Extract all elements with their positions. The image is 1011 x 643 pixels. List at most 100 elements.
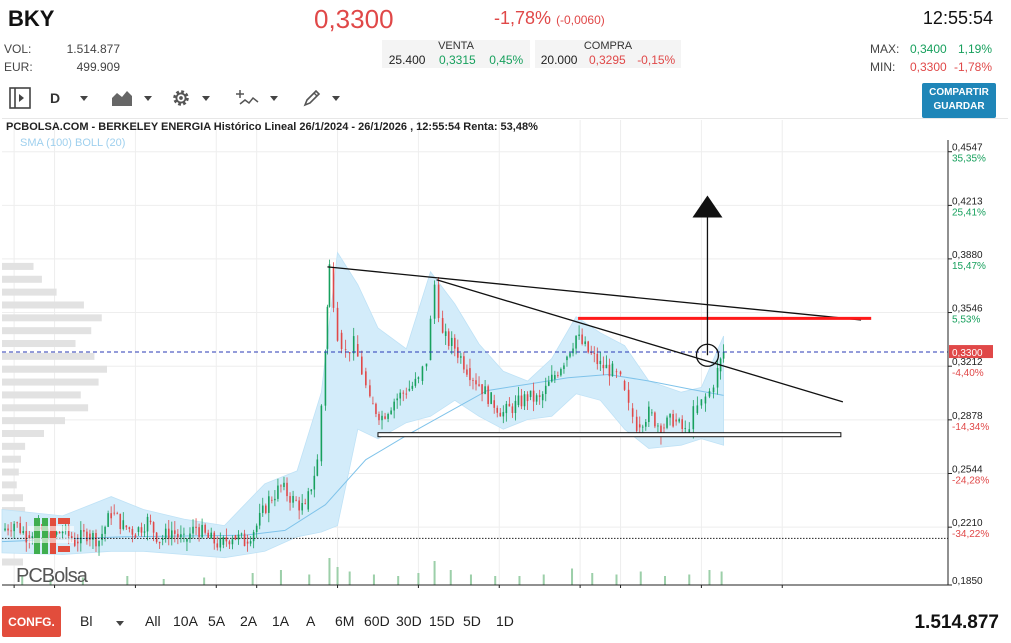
volume-bar [469,574,472,585]
indicators-select[interactable] [236,84,278,112]
candle-body [249,541,252,544]
volume-bar [126,576,129,585]
candle-body [569,353,571,357]
candle-body [421,366,424,381]
candle-body [365,371,367,386]
candle-body [523,394,526,407]
volume-bar [494,576,497,585]
candle-body [704,396,707,404]
volume-profile-bar [2,417,65,425]
candle-body [61,531,64,534]
candle-body [320,405,323,462]
candle-body [672,413,674,427]
candle-body [180,534,182,538]
candle-body [402,392,405,394]
candle-body [538,395,541,397]
candle-body [113,512,115,514]
volume-profile-bar [2,288,57,296]
range-button-a[interactable]: A [306,613,316,629]
settings-select[interactable] [170,84,210,112]
candle-body [228,541,231,545]
euro-value: 499.909 [76,60,120,74]
volume-bar [203,577,206,585]
trend-annotations[interactable] [327,195,872,438]
candle-body [104,526,106,534]
candle-body [369,385,371,397]
candle-body [207,532,209,538]
range-button-2a[interactable]: 2A [240,613,258,629]
range-button-5a[interactable]: 5A [208,613,226,629]
candle-body [688,429,691,433]
candle-body [475,380,477,385]
candle-body [324,351,327,406]
range-button-15d[interactable]: 15D [429,613,455,629]
range-button-30d[interactable]: 30D [396,613,422,629]
sell-qty: 25.400 [388,53,426,67]
min-label: MIN: [870,60,896,74]
chart-indicators: SMA (100) BOLL (20) [20,137,126,149]
volume-profile-bar [2,365,107,373]
candle-body [7,528,9,531]
range-button-6m[interactable]: 6M [335,613,355,629]
candle-body [511,406,514,414]
candle-body [696,405,699,414]
candle-body [502,412,505,417]
range-button-60d[interactable]: 60D [364,613,390,629]
volume-bars [21,558,723,585]
candle-body [393,401,395,411]
range-button-5d[interactable]: 5D [463,613,481,629]
range-button-1a[interactable]: 1A [272,613,290,629]
drawing-tools-select[interactable] [302,84,340,112]
y-tick-pct: -24,28% [952,476,989,487]
svg-text:PCBolsa: PCBolsa [16,565,89,586]
volume-bar [251,573,254,585]
candle-body [201,524,203,538]
volume-profile-bar [2,327,92,335]
candle-body [433,284,436,319]
scale-select[interactable]: Bl [80,613,125,629]
range-button-1d[interactable]: 1D [496,613,514,629]
config-button[interactable]: CONFG. [2,606,61,637]
support-zone [377,432,842,438]
y-tick-pct: -34,22% [952,529,989,540]
candle-body [352,336,355,354]
candle-body [210,532,213,539]
period-select[interactable]: D [50,84,89,112]
candle-body [271,499,273,501]
candle-body [134,534,137,538]
candle-body [466,369,468,375]
candle-body [638,424,641,428]
y-tick-pct: 5,53% [952,315,980,326]
volume-bar [336,567,339,585]
candle-body [700,399,703,406]
range-button-10a[interactable]: 10A [173,613,198,629]
candle-body [143,531,146,533]
y-tick-pct: 25,41% [952,207,986,218]
candle-body [532,390,535,402]
bollinger-band [1,251,724,559]
candle-body [490,392,492,404]
panel-toggle-button[interactable] [8,84,32,112]
candle-body [581,334,583,345]
candle-body [529,390,532,398]
volume-profile-bar [2,314,102,322]
candle-body [681,419,683,430]
chart-toolbar: D [0,84,360,112]
candle-body [487,386,489,404]
candle-body [651,412,653,414]
candle-body [472,380,474,381]
chevron-down-icon [202,95,210,101]
candle-body [481,384,483,395]
candle-body [425,363,428,367]
range-button-all[interactable]: All [145,613,161,629]
candle-body [213,532,216,544]
y-tick-pct: 35,35% [952,154,986,165]
candle-body [396,398,398,401]
candle-body [283,482,285,488]
volume-bar [417,573,420,585]
volume-bar [372,574,375,585]
chart-type-select[interactable] [110,84,152,112]
share-save-button[interactable]: COMPARTIR GUARDAR [922,83,996,118]
sell-pct: 0,45% [489,53,524,67]
